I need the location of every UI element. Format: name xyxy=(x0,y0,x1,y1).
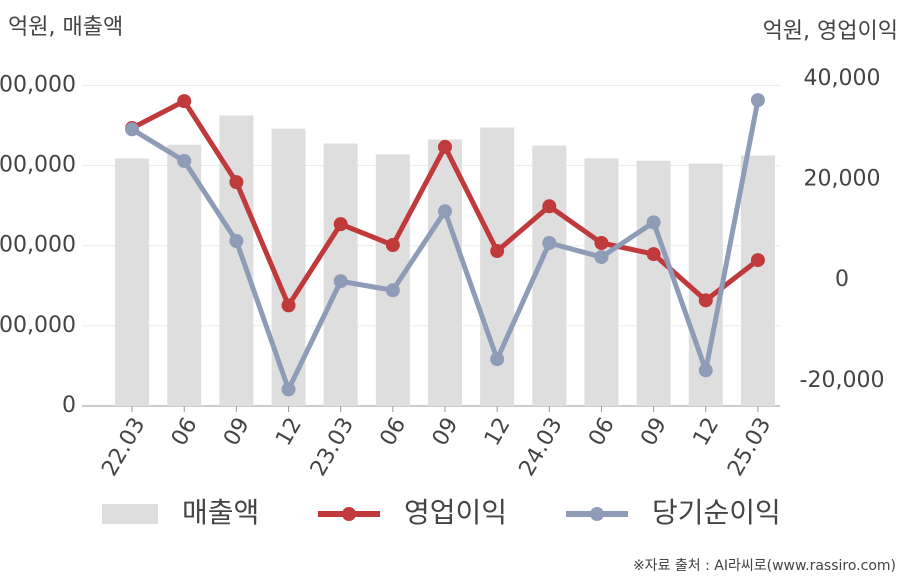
bar xyxy=(428,139,462,406)
bar xyxy=(115,158,150,406)
y-axis-label: 억원, 매출액 xyxy=(8,15,123,40)
x-tick-label: 12 xyxy=(689,414,725,451)
x-tick-label: 22.03 xyxy=(97,414,150,481)
point xyxy=(177,154,192,169)
point xyxy=(125,122,140,137)
x-tick-label: 06 xyxy=(376,414,412,451)
point xyxy=(698,293,713,308)
legend-label: 영업이익 xyxy=(404,496,507,529)
x-tick-label: 06 xyxy=(584,414,620,451)
point xyxy=(594,236,609,251)
point xyxy=(646,247,661,262)
point xyxy=(646,215,661,230)
y-tick-label: 400,000 xyxy=(0,72,76,97)
point xyxy=(438,204,452,219)
point xyxy=(490,244,505,259)
y2-tick-label: -20,000 xyxy=(800,368,885,393)
x-tick-label: 09 xyxy=(219,414,255,451)
x-tick-label: 12 xyxy=(480,413,516,450)
point xyxy=(281,298,296,313)
point xyxy=(385,238,400,253)
x-tick-label: 06 xyxy=(167,414,203,451)
x-tick-label: 09 xyxy=(428,414,464,451)
x-tick-label: 24.03 xyxy=(515,414,568,481)
bar xyxy=(740,155,775,406)
bar xyxy=(584,158,619,406)
point xyxy=(542,199,557,214)
point xyxy=(490,352,505,367)
bar xyxy=(532,145,567,406)
y2-axis-label: 억원, 영업이익 xyxy=(763,19,898,44)
point xyxy=(333,274,348,289)
y2-tick-label: 20,000 xyxy=(804,167,881,192)
y2-tick-label: 40,000 xyxy=(804,66,881,91)
y-tick-label: 300,000 xyxy=(0,153,76,178)
legend-swatch xyxy=(102,504,158,524)
legend-label: 매출액 xyxy=(182,496,259,529)
x-tick-label: 12 xyxy=(271,414,307,451)
point xyxy=(438,139,452,154)
y-tick-label: 200,000 xyxy=(0,233,76,258)
y-tick-label: 100,000 xyxy=(0,313,76,338)
legend-label: 당기순이익 xyxy=(652,496,781,529)
bar xyxy=(375,154,410,406)
point xyxy=(542,236,557,251)
bar xyxy=(167,144,202,406)
y-tick-label: 0 xyxy=(62,393,76,418)
legend-marker xyxy=(590,507,604,521)
point xyxy=(333,217,348,232)
point xyxy=(229,233,244,248)
point xyxy=(594,250,609,265)
x-tick-label: 23.03 xyxy=(306,414,359,481)
y2-tick-label: 0 xyxy=(835,267,849,292)
point xyxy=(177,94,192,109)
point xyxy=(750,253,765,268)
bar xyxy=(636,160,671,406)
x-tick-label: 09 xyxy=(636,414,672,451)
point xyxy=(281,382,296,397)
point xyxy=(385,283,400,298)
legend-marker xyxy=(342,507,356,521)
source: ※자료 출처 : AI라씨로(www.rassiro.com) xyxy=(633,558,896,574)
point xyxy=(750,93,765,108)
point xyxy=(229,175,244,190)
point xyxy=(698,363,713,378)
x-tick-label: 25.03 xyxy=(723,414,776,481)
